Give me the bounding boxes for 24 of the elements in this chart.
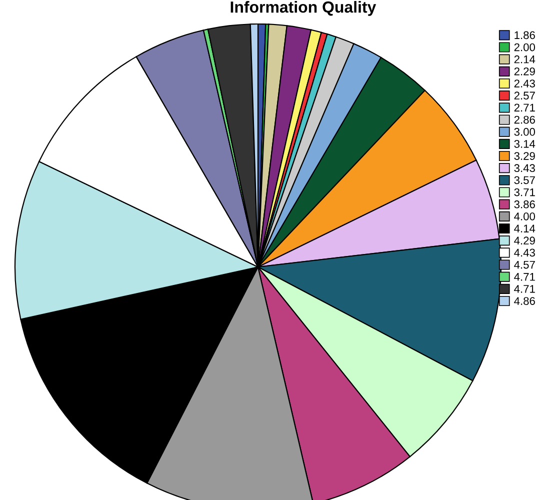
legend-label: 4.57 <box>514 260 535 269</box>
legend-label: 4.14 <box>514 224 536 232</box>
legend-label: 4.71 <box>514 273 535 281</box>
legend-label: 2.14 <box>514 55 536 64</box>
legend-label: 2.43 <box>514 80 535 88</box>
legend-label: 3.43 <box>514 164 535 172</box>
legend-label: 3.14 <box>514 140 536 148</box>
legend-label: 3.29 <box>514 152 535 160</box>
legend-label: 3.86 <box>514 200 535 208</box>
chart-title: Information Quality <box>230 1 376 16</box>
legend-label: 2.71 <box>514 104 535 112</box>
legend-label: 4.86 <box>514 297 535 305</box>
legend-label: 2.86 <box>514 116 535 124</box>
legend-label: 2.00 <box>514 43 536 52</box>
legend-label: 1.86 <box>514 31 535 40</box>
legend-label: 3.57 <box>514 176 535 184</box>
legend-label: 4.29 <box>514 236 535 245</box>
legend-label: 3.71 <box>514 188 535 196</box>
legend-label: 3.00 <box>514 128 536 136</box>
legend-label: 2.29 <box>514 67 535 76</box>
legend-label: 4.43 <box>514 248 535 257</box>
legend-label: 2.57 <box>514 92 535 100</box>
legend-label: 4.00 <box>514 212 536 220</box>
legend-label: 4.71 <box>514 285 535 293</box>
